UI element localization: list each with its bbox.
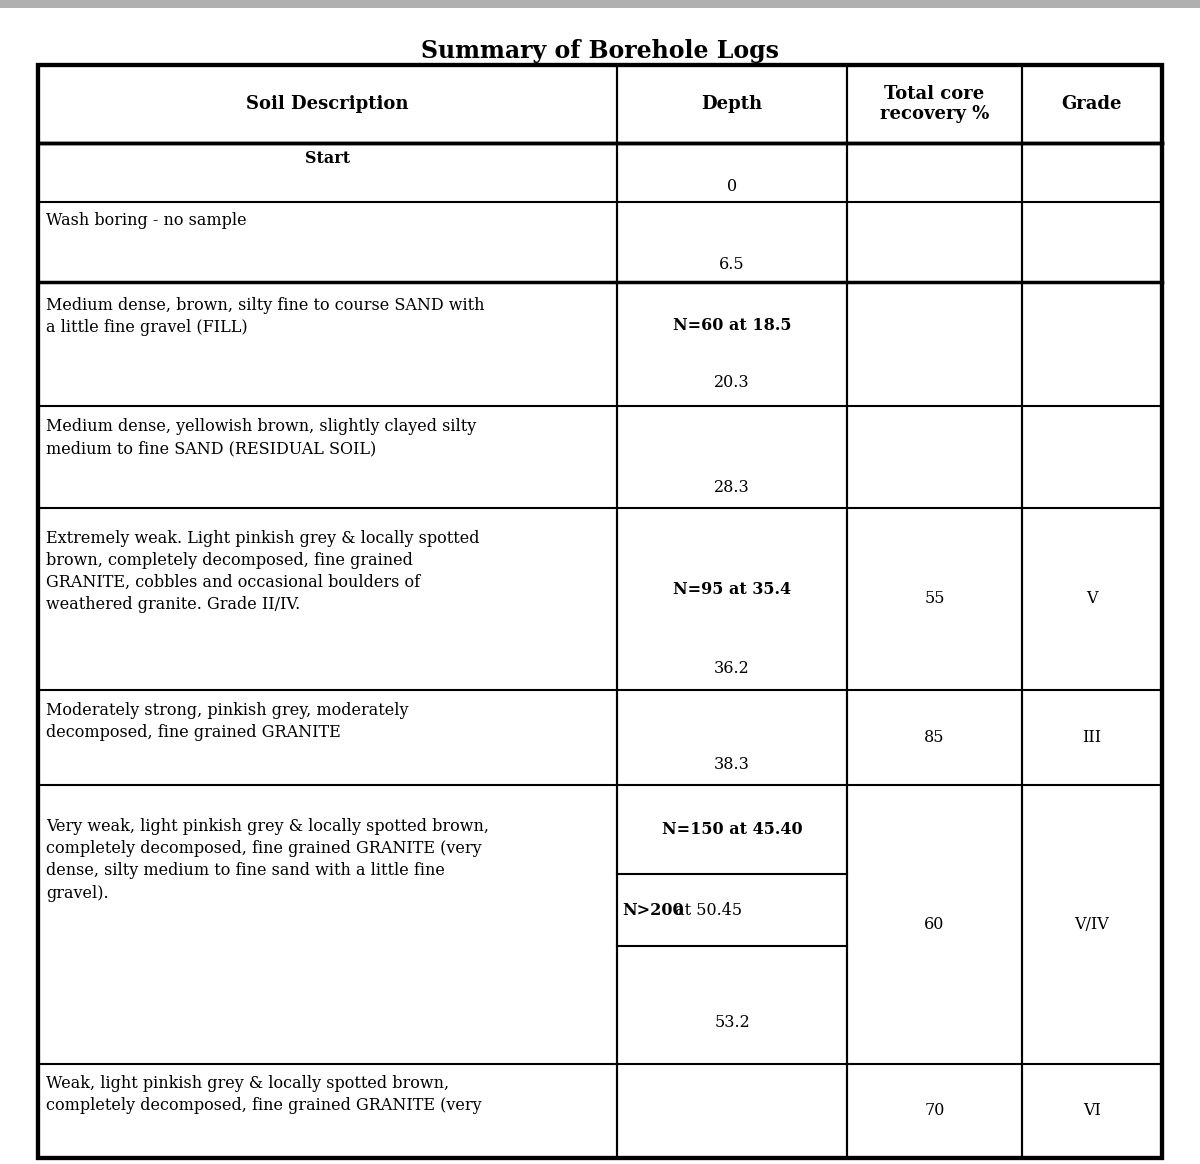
Text: 28.3: 28.3 [714, 478, 750, 496]
Text: N=95 at 35.4: N=95 at 35.4 [673, 581, 791, 598]
Text: 55: 55 [924, 590, 944, 608]
Text: Grade: Grade [1062, 95, 1122, 113]
Text: V: V [1086, 590, 1098, 608]
Text: V/IV: V/IV [1074, 916, 1109, 932]
Text: Medium dense, yellowish brown, slightly clayed silty
medium to fine SAND (RESIDU: Medium dense, yellowish brown, slightly … [46, 418, 476, 457]
Text: 20.3: 20.3 [714, 374, 750, 391]
Text: 60: 60 [924, 916, 944, 932]
Text: 53.2: 53.2 [714, 1014, 750, 1031]
Text: Moderately strong, pinkish grey, moderately
decomposed, fine grained GRANITE: Moderately strong, pinkish grey, moderat… [46, 702, 408, 740]
Text: Weak, light pinkish grey & locally spotted brown,
completely decomposed, fine gr: Weak, light pinkish grey & locally spott… [46, 1074, 481, 1114]
Text: at 50.45: at 50.45 [670, 902, 742, 918]
Bar [0, 0, 1200, 8]
Text: N>200: N>200 [622, 902, 684, 918]
Text: 6.5: 6.5 [719, 256, 745, 272]
Text: N=150 at 45.40: N=150 at 45.40 [661, 821, 803, 838]
Text: 85: 85 [924, 729, 944, 746]
Text: VI: VI [1082, 1102, 1100, 1120]
Text: Total core
recovery %: Total core recovery % [880, 85, 989, 123]
Text: Very weak, light pinkish grey & locally spotted brown,
completely decomposed, fi: Very weak, light pinkish grey & locally … [46, 818, 490, 902]
Text: Depth: Depth [702, 95, 763, 113]
Text: Wash boring - no sample: Wash boring - no sample [46, 212, 247, 228]
Text: Summary of Borehole Logs: Summary of Borehole Logs [421, 40, 779, 63]
Text: 36.2: 36.2 [714, 660, 750, 677]
Text: N=60 at 18.5: N=60 at 18.5 [673, 317, 791, 334]
Text: 0: 0 [727, 178, 737, 194]
Text: Soil Description: Soil Description [246, 95, 409, 113]
Text: Extremely weak. Light pinkish grey & locally spotted
brown, completely decompose: Extremely weak. Light pinkish grey & loc… [46, 530, 480, 613]
Text: III: III [1082, 729, 1102, 746]
Text: 70: 70 [924, 1102, 944, 1120]
Text: 38.3: 38.3 [714, 757, 750, 773]
Text: Medium dense, brown, silty fine to course SAND with
a little fine gravel (FILL): Medium dense, brown, silty fine to cours… [46, 297, 485, 336]
Text: Start: Start [305, 150, 350, 168]
